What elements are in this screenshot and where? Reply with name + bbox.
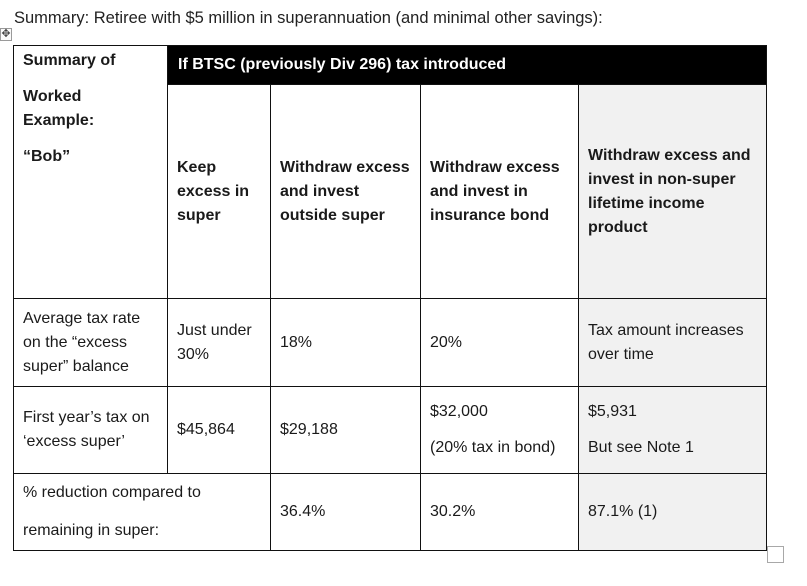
corner-label-line2: Worked xyxy=(23,87,82,105)
row-label: First year’s tax on ‘excess super’ xyxy=(13,386,168,474)
table-cell: 30.2% xyxy=(420,473,579,551)
table-cell: $5,931 But see Note 1 xyxy=(577,386,768,474)
row-label-line2: remaining in super: xyxy=(23,522,160,539)
cell-note: But see Note 1 xyxy=(588,439,694,456)
table-row-first-year-tax: First year’s tax on ‘excess super’ $45,8… xyxy=(13,386,768,474)
group-header: If BTSC (previously Div 296) tax introdu… xyxy=(166,45,768,85)
table-cell: $45,864 xyxy=(167,386,271,474)
table-move-handle-icon[interactable]: ✥ xyxy=(0,28,12,41)
table-row-average-tax-rate: Average tax rate on the “excess super” b… xyxy=(13,298,768,387)
corner-label-cell: Summary of Worked Example: “Bob” xyxy=(13,52,168,299)
column-header-insurance-bond: Withdraw excess and invest in insurance … xyxy=(420,84,579,299)
corner-label-line4: “Bob” xyxy=(23,147,71,165)
table-cell: 36.4% xyxy=(270,473,421,551)
column-header-keep-in-super: Keep excess in super xyxy=(167,84,271,299)
row-label: Average tax rate on the “excess super” b… xyxy=(13,298,168,387)
table-cell: Just under 30% xyxy=(167,298,271,387)
column-header-invest-outside-super: Withdraw excess and invest outside super xyxy=(270,84,421,299)
cell-note: (20% tax in bond) xyxy=(430,439,556,456)
row-label: % reduction compared to remaining in sup… xyxy=(13,473,271,551)
column-header-row: Summary of Worked Example: “Bob” Keep ex… xyxy=(13,52,768,299)
table-cell: 20% xyxy=(420,298,579,387)
summary-table: If BTSC (previously Div 296) tax introdu… xyxy=(13,45,768,551)
table-cell: 87.1% (1) xyxy=(577,473,768,551)
table-resize-handle[interactable] xyxy=(767,546,784,563)
column-header-lifetime-income: Withdraw excess and invest in non-super … xyxy=(577,84,768,299)
cell-value: $5,931 xyxy=(588,403,637,420)
corner-label-line1: Summary of xyxy=(23,51,116,69)
table-cell: 18% xyxy=(270,298,421,387)
table-cell: $32,000 (20% tax in bond) xyxy=(420,386,579,474)
corner-label-line3: Example: xyxy=(23,111,95,129)
row-label-line1: % reduction compared to xyxy=(23,484,201,501)
document-title: Summary: Retiree with $5 million in supe… xyxy=(14,9,603,27)
table-cell: Tax amount increases over time xyxy=(577,298,768,387)
corner-top-cell xyxy=(13,45,168,85)
table-row-percent-reduction: % reduction compared to remaining in sup… xyxy=(13,473,768,551)
group-header-row: If BTSC (previously Div 296) tax introdu… xyxy=(13,45,768,85)
table-cell: $29,188 xyxy=(270,386,421,474)
cell-value: $32,000 xyxy=(430,403,488,420)
